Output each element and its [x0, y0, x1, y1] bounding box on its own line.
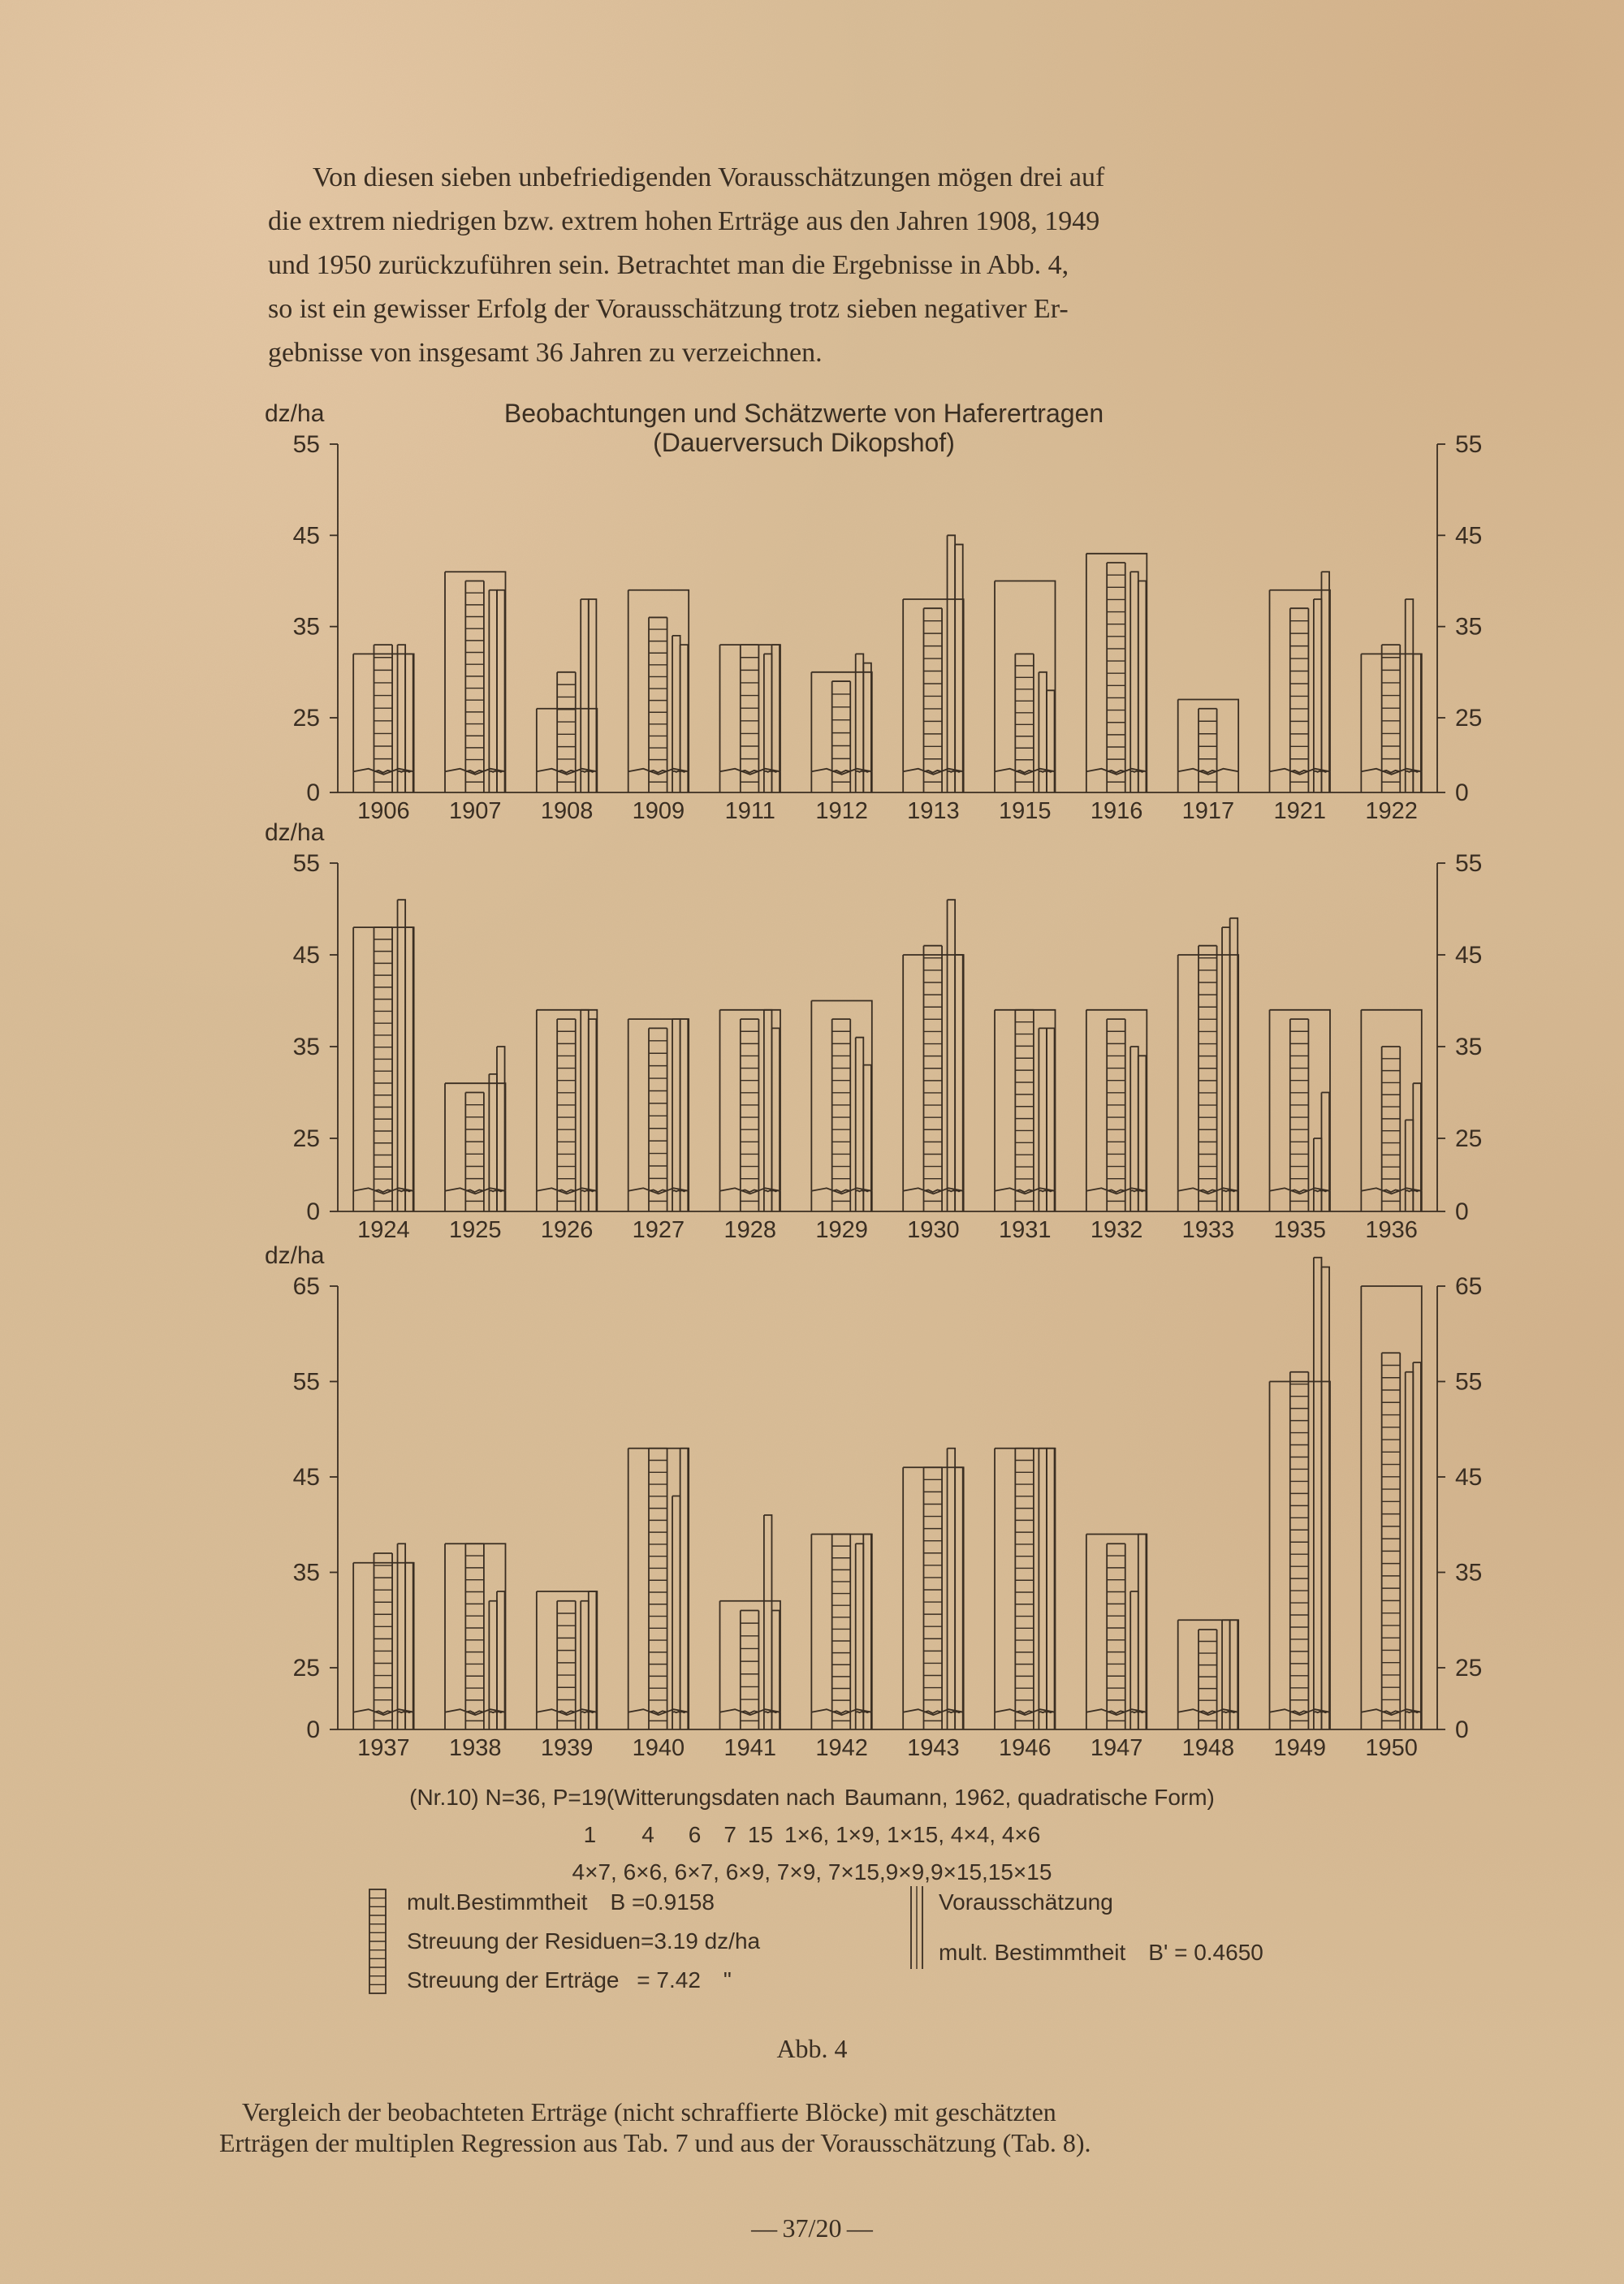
svg-text:0: 0: [1455, 1198, 1469, 1225]
svg-text:0: 0: [306, 1716, 320, 1743]
svg-text:35: 35: [1455, 1034, 1482, 1060]
svg-text:45: 45: [293, 942, 320, 969]
svg-text:25: 25: [293, 1655, 320, 1682]
svg-text:35: 35: [293, 1560, 320, 1587]
svg-text:1937: 1937: [357, 1735, 410, 1761]
svg-text:55: 55: [1455, 431, 1482, 458]
svg-text:55: 55: [1455, 850, 1482, 877]
svg-text:dz/ha: dz/ha: [265, 819, 325, 846]
svg-text:45: 45: [293, 522, 320, 549]
svg-text:45: 45: [293, 1464, 320, 1491]
svg-text:0: 0: [1455, 1716, 1469, 1743]
svg-text:1946: 1946: [999, 1735, 1052, 1761]
svg-text:1938: 1938: [449, 1735, 502, 1761]
svg-text:35: 35: [1455, 1560, 1482, 1587]
svg-text:1940: 1940: [633, 1735, 685, 1761]
svg-text:25: 25: [1455, 1655, 1482, 1682]
svg-text:1947: 1947: [1091, 1735, 1143, 1761]
svg-text:0: 0: [306, 1198, 320, 1225]
svg-text:1949: 1949: [1273, 1735, 1326, 1761]
svg-text:45: 45: [1455, 1464, 1482, 1491]
svg-text:45: 45: [1455, 522, 1482, 549]
svg-text:55: 55: [1455, 1369, 1482, 1396]
svg-text:35: 35: [293, 614, 320, 641]
svg-text:1950: 1950: [1365, 1735, 1418, 1761]
svg-text:dz/ha: dz/ha: [265, 1242, 325, 1269]
svg-text:45: 45: [1455, 942, 1482, 969]
svg-text:1942: 1942: [815, 1735, 868, 1761]
svg-text:Beobachtungen und Schätzwerte: Beobachtungen und Schätzwerte von Hafere…: [504, 399, 1104, 428]
svg-text:25: 25: [1455, 705, 1482, 732]
svg-text:0: 0: [1455, 779, 1469, 806]
svg-text:1948: 1948: [1182, 1735, 1235, 1761]
svg-text:1941: 1941: [723, 1735, 776, 1761]
svg-text:65: 65: [1455, 1273, 1482, 1300]
svg-text:55: 55: [293, 850, 320, 877]
svg-text:25: 25: [1455, 1125, 1482, 1152]
svg-text:(Dauerversuch Dikopshof): (Dauerversuch Dikopshof): [653, 428, 955, 457]
svg-text:35: 35: [1455, 614, 1482, 641]
svg-text:25: 25: [293, 1125, 320, 1152]
svg-text:1939: 1939: [541, 1735, 594, 1761]
svg-text:35: 35: [293, 1034, 320, 1060]
svg-text:65: 65: [293, 1273, 320, 1300]
svg-text:1943: 1943: [907, 1735, 960, 1761]
svg-text:55: 55: [293, 1369, 320, 1396]
svg-text:55: 55: [293, 431, 320, 458]
svg-text:25: 25: [293, 705, 320, 732]
svg-text:dz/ha: dz/ha: [265, 400, 325, 427]
svg-text:0: 0: [306, 779, 320, 806]
